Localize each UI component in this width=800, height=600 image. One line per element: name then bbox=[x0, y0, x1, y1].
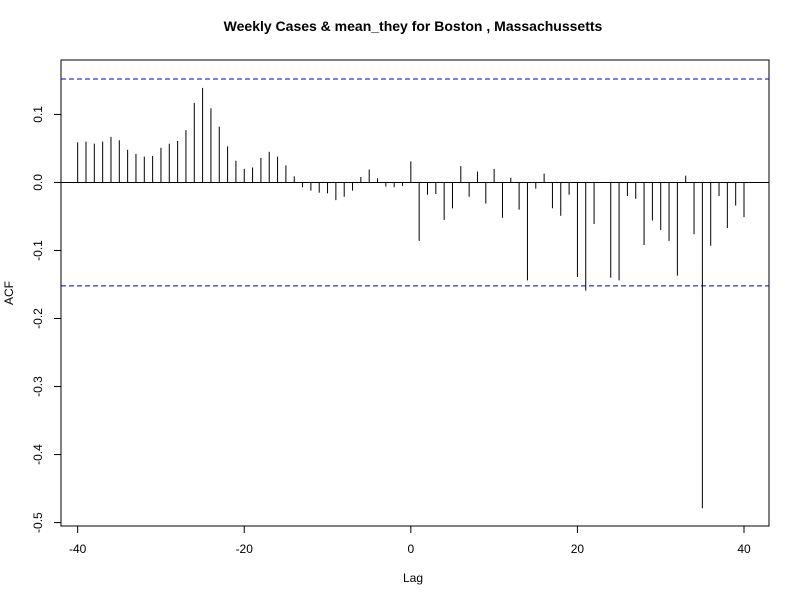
x-tick-label: -20 bbox=[236, 542, 254, 556]
x-tick-label: 20 bbox=[571, 542, 585, 556]
y-tick-label: -0.1 bbox=[31, 240, 45, 261]
x-axis: -40 -20 0 20 40 bbox=[69, 525, 751, 556]
y-tick-label: -0.3 bbox=[31, 376, 45, 397]
y-tick-label: -0.5 bbox=[31, 512, 45, 533]
chart-title: Weekly Cases & mean_they for Boston , Ma… bbox=[224, 18, 603, 34]
x-tick-label: 40 bbox=[737, 542, 751, 556]
y-tick-label: -0.2 bbox=[31, 308, 45, 329]
x-axis-label: Lag bbox=[403, 571, 423, 585]
y-axis: -0.5 -0.4 -0.3 -0.2 -0.1 0.0 0.1 bbox=[31, 106, 62, 533]
x-tick-label: -40 bbox=[69, 542, 87, 556]
plot-frame bbox=[60, 59, 770, 527]
y-axis-label: ACF bbox=[2, 281, 16, 305]
y-tick-label: 0.1 bbox=[31, 106, 45, 123]
y-tick-label: 0.0 bbox=[31, 174, 45, 191]
x-tick-label: 0 bbox=[407, 542, 414, 556]
y-tick-label: -0.4 bbox=[31, 444, 45, 465]
acf-bars bbox=[77, 87, 745, 509]
